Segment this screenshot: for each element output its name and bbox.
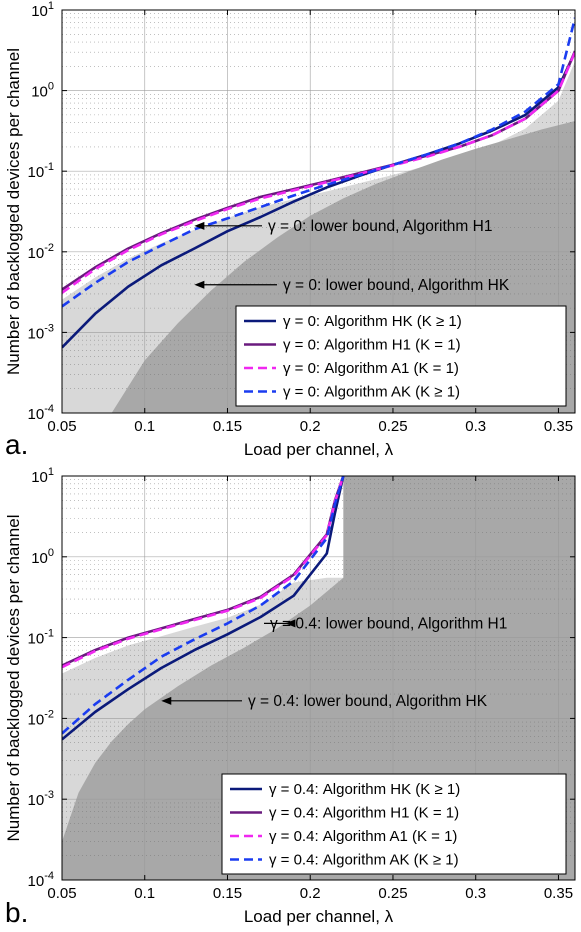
y-tick-label: 10-1 xyxy=(28,161,54,181)
x-tick-label: 0.35 xyxy=(544,885,573,902)
x-tick-label: 0.1 xyxy=(134,885,155,902)
series-line-1 xyxy=(62,51,575,349)
legend: γ = 0.4: Algorithm HK (K ≥ 1) γ = 0.4: Al… xyxy=(221,773,567,875)
legend-entry: γ = 0: Algorithm AK (K ≥ 1) xyxy=(283,384,460,401)
chart-panel-a: 0.05 0.1 0.15 0.2 0.25 0.3 0.35 10-4 10-3 10-2 10-… xyxy=(4,0,576,460)
panel-label: b. xyxy=(5,897,28,928)
x-tick-label: 0.35 xyxy=(544,418,573,435)
legend-entry: γ = 0.4: Algorithm H1 (K = 1) xyxy=(269,805,459,822)
legend-entry: γ = 0: Algorithm A1 (K = 1) xyxy=(283,360,459,377)
y-tick-label: 10-3 xyxy=(28,789,54,809)
y-tick-label: 10-4 xyxy=(28,870,54,890)
x-axis-label: Load per channel, λ xyxy=(244,440,394,459)
legend: γ = 0: Algorithm HK (K ≥ 1) γ = 0: Algori… xyxy=(235,305,567,407)
annotation-arrowhead xyxy=(194,280,205,289)
x-tick-label: 0.2 xyxy=(300,885,321,902)
x-tick-label: 0.3 xyxy=(465,418,486,435)
x-axis-label: Load per channel, λ xyxy=(244,907,394,926)
legend-entry: γ = 0.4: Algorithm HK (K ≥ 1) xyxy=(269,781,460,798)
legend-box xyxy=(221,773,567,875)
legend-entry: γ = 0: Algorithm H1 (K = 1) xyxy=(283,337,461,354)
x-tick-label: 0.25 xyxy=(378,885,407,902)
annotation-arrowhead xyxy=(194,221,205,230)
chart-panel-b: 0.05 0.1 0.15 0.2 0.25 0.3 0.35 10-4 10-3 10-2 10-… xyxy=(4,466,576,928)
y-tick-label: 100 xyxy=(31,81,54,101)
y-tick-label: 10-2 xyxy=(28,242,54,262)
series-line-1 xyxy=(62,476,345,741)
legend-entry: γ = 0: Algorithm HK (K ≥ 1) xyxy=(283,313,462,330)
y-tick-label: 100 xyxy=(31,547,54,567)
y-tick-label: 10-2 xyxy=(28,708,54,728)
x-tick-label: 0.15 xyxy=(213,418,242,435)
x-tick-label: 0.1 xyxy=(134,418,155,435)
axes-frame xyxy=(61,9,576,414)
x-tick-label: 0.05 xyxy=(47,885,76,902)
annotation-label: γ = 0: lower bound, Algorithm HK xyxy=(283,277,510,294)
y-axis-label: Number of backlogged devices per channel xyxy=(4,515,23,842)
annotation-label: γ = 0: lower bound, Algorithm H1 xyxy=(268,218,492,235)
annotation-arrowhead xyxy=(161,696,172,705)
legend-entry: γ = 0.4: Algorithm A1 (K = 1) xyxy=(269,828,457,845)
y-tick-label: 10-1 xyxy=(28,628,54,648)
x-tick-label: 0.2 xyxy=(300,418,321,435)
y-tick-label: 10-4 xyxy=(28,403,54,423)
axes-frame xyxy=(61,475,576,881)
series-line-3 xyxy=(62,51,575,294)
x-tick-label: 0.05 xyxy=(47,418,76,435)
y-tick-label: 10-3 xyxy=(28,322,54,342)
legend-box xyxy=(235,305,567,407)
series-line-3 xyxy=(62,476,345,669)
x-tick-label: 0.3 xyxy=(465,885,486,902)
y-tick-label: 101 xyxy=(31,466,54,486)
annotation-arrowhead xyxy=(285,619,296,628)
x-tick-label: 0.15 xyxy=(213,885,242,902)
panel-label: a. xyxy=(5,429,28,460)
series-line-4 xyxy=(62,476,345,735)
x-tick-label: 0.25 xyxy=(378,418,407,435)
y-tick-label: 101 xyxy=(31,0,54,20)
legend-entry: γ = 0.4: Algorithm AK (K ≥ 1) xyxy=(269,852,459,869)
series-line-4 xyxy=(62,17,575,308)
annotation-label: γ = 0.4: lower bound, Algorithm H1 xyxy=(270,615,507,632)
annotation-label: γ = 0.4: lower bound, Algorithm HK xyxy=(248,693,488,710)
y-axis-label: Number of backlogged devices per channel xyxy=(4,48,23,375)
